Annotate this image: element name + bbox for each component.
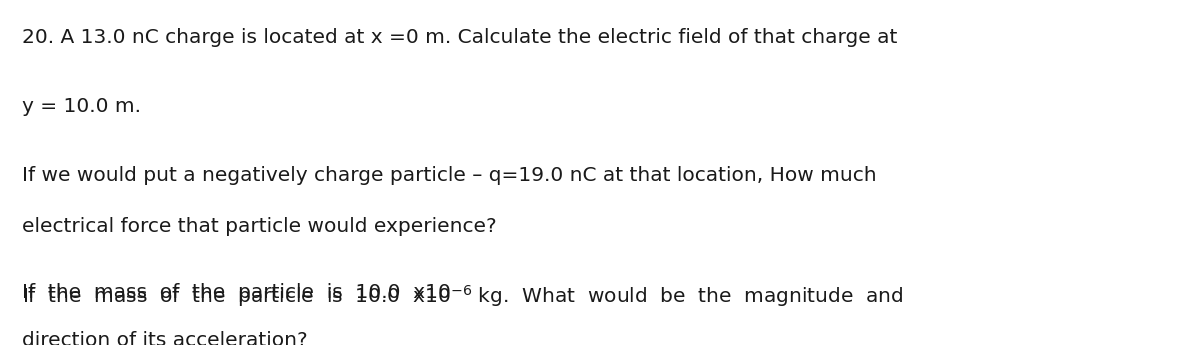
Text: direction of its acceleration?: direction of its acceleration? bbox=[22, 331, 307, 345]
Text: 20. A 13.0 nC charge is located at x =0 m. Calculate the electric field of that : 20. A 13.0 nC charge is located at x =0 … bbox=[22, 28, 896, 47]
Text: If we would put a negatively charge particle – q=19.0 nC at that location, How m: If we would put a negatively charge part… bbox=[22, 166, 876, 185]
Text: electrical force that particle would experience?: electrical force that particle would exp… bbox=[22, 217, 497, 236]
Text: If  the  mass  of  the  particle  is  10.0  $\mathregular{x10^{-6}}$ kg.  What  : If the mass of the particle is 10.0 $\ma… bbox=[22, 283, 902, 309]
Text: If  the  mass  of  the  particle  is  10.0  x10: If the mass of the particle is 10.0 x10 bbox=[22, 283, 450, 302]
Text: y = 10.0 m.: y = 10.0 m. bbox=[22, 97, 140, 116]
